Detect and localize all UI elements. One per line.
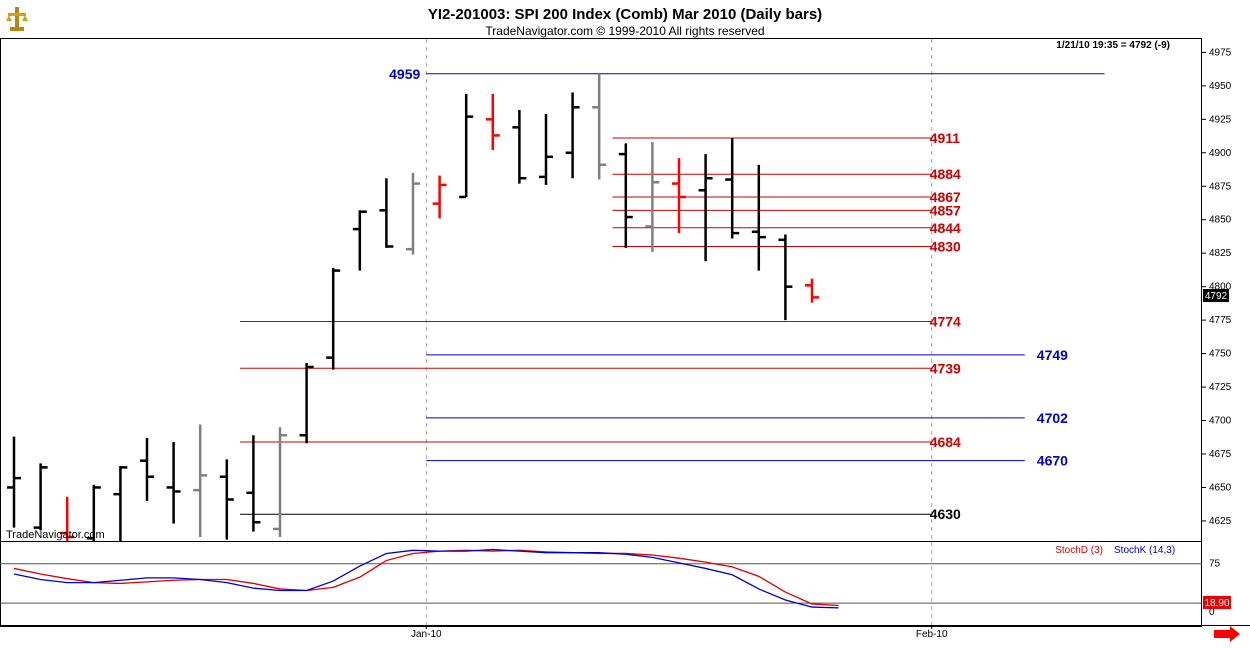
level-label: 4857: [930, 202, 961, 218]
price-tick-label: 4950: [1209, 81, 1232, 92]
ohlc-bar: [406, 172, 420, 255]
ohlc-bar: [618, 143, 633, 248]
stoch-y-axis: 75 0: [1209, 559, 1221, 618]
ohlc-bar: [459, 93, 474, 199]
date-tick-label: Feb-10: [916, 629, 948, 640]
ohlc-bar: [86, 484, 101, 541]
current-price-tag: 4792: [1203, 289, 1229, 302]
stoch-d-line: [13, 549, 839, 607]
price-tick-label: 4925: [1209, 114, 1232, 125]
ohlc-bar: [273, 427, 287, 537]
level-label: 4884: [930, 166, 961, 182]
ohlc-bar: [166, 441, 181, 524]
level-label: 4702: [1037, 410, 1068, 426]
ohlc-bar: [672, 158, 686, 234]
price-tick-label: 4875: [1209, 181, 1232, 192]
level-label: 4911: [930, 130, 961, 146]
ohlc-bar: [60, 496, 75, 541]
level-label: 4749: [1037, 347, 1068, 363]
level-label: 4774: [930, 313, 961, 329]
price-tick-label: 4775: [1209, 315, 1232, 326]
ohlc-bar: [539, 113, 553, 185]
stoch-k-line: [13, 548, 839, 609]
ohlc-bar: [193, 424, 208, 537]
stoch-gridlines: [0, 542, 1202, 625]
stoch-tick-label: 0: [1209, 607, 1215, 618]
ohlc-bar: [140, 437, 154, 501]
ohlc-bar: [326, 267, 341, 370]
ohlc-bar: [299, 362, 314, 444]
stoch-legend-d: StochD (3): [1055, 545, 1103, 556]
ohlc-bar: [778, 234, 793, 321]
level-label: 4830: [930, 238, 961, 254]
stochastic-lines: [13, 548, 839, 609]
watermark-text: TradeNavigator.com: [6, 529, 105, 541]
ohlc-bar: [352, 210, 367, 271]
ohlc-bar: [432, 175, 447, 219]
stoch-legend-k: StochK (14,3): [1114, 545, 1175, 556]
price-tick-label: 4725: [1209, 382, 1232, 393]
price-tick-label: 4675: [1209, 449, 1232, 460]
svg-text:4792: 4792: [1205, 291, 1228, 302]
level-label: 4630: [930, 506, 961, 522]
last-quote-text: 1/21/10 19:35 = 4792 (-9): [1056, 40, 1170, 51]
stoch-value-tag: 18.90: [1203, 596, 1231, 609]
logo-icon: [6, 7, 28, 31]
price-tick-label: 4625: [1209, 516, 1232, 527]
chart-title: YI2-201003: SPI 200 Index (Comb) Mar 201…: [428, 6, 822, 23]
level-label: 4844: [930, 220, 961, 236]
stoch-panel-frame: [0, 541, 1202, 627]
price-tick-label: 4650: [1209, 482, 1232, 493]
copyright-text: TradeNavigator.com © 1999-2010 All right…: [485, 24, 764, 38]
ohlc-bar: [751, 164, 766, 271]
ohlc-bar: [565, 92, 580, 179]
price-tick-label: 4825: [1209, 248, 1232, 259]
price-tick-label: 4850: [1209, 215, 1232, 226]
ohlc-bar: [7, 436, 21, 528]
ohlc-bar: [512, 109, 527, 184]
level-label: 4739: [930, 360, 961, 376]
date-tick-label: Jan-10: [411, 629, 442, 640]
ohlc-bar: [485, 93, 500, 151]
stoch-tick-label: 75: [1209, 559, 1221, 570]
ohlc-bar: [219, 459, 234, 540]
scroll-right-arrow-icon[interactable]: [1214, 626, 1240, 642]
svg-text:18.90: 18.90: [1204, 598, 1229, 609]
price-tick-label: 4975: [1209, 47, 1232, 58]
ohlc-bar: [246, 435, 261, 532]
level-label: 4959: [389, 66, 420, 82]
price-tick-label: 4800: [1209, 282, 1232, 293]
level-label: 4670: [1037, 453, 1068, 469]
price-gridlines: [425, 39, 933, 541]
ohlc-bars: [7, 73, 819, 541]
ohlc-bar: [698, 154, 713, 262]
ohlc-bar: [645, 142, 660, 252]
ohlc-bar: [33, 463, 48, 531]
ohlc-bar: [805, 278, 819, 303]
level-label: 4684: [930, 434, 961, 450]
ohlc-bar: [379, 178, 394, 248]
price-tick-label: 4900: [1209, 148, 1232, 159]
ohlc-bar: [113, 466, 128, 541]
level-label: 4867: [930, 189, 961, 205]
price-y-axis: 4625 4650 4675 4700 4725 4750 4775 4800 4825 4850…: [1202, 47, 1232, 527]
price-tick-label: 4750: [1209, 349, 1232, 360]
price-tick-label: 4700: [1209, 416, 1232, 427]
ohlc-bar: [725, 138, 740, 239]
date-x-axis: Jan-10 Feb-10: [411, 625, 948, 640]
ohlc-bar: [592, 73, 607, 180]
